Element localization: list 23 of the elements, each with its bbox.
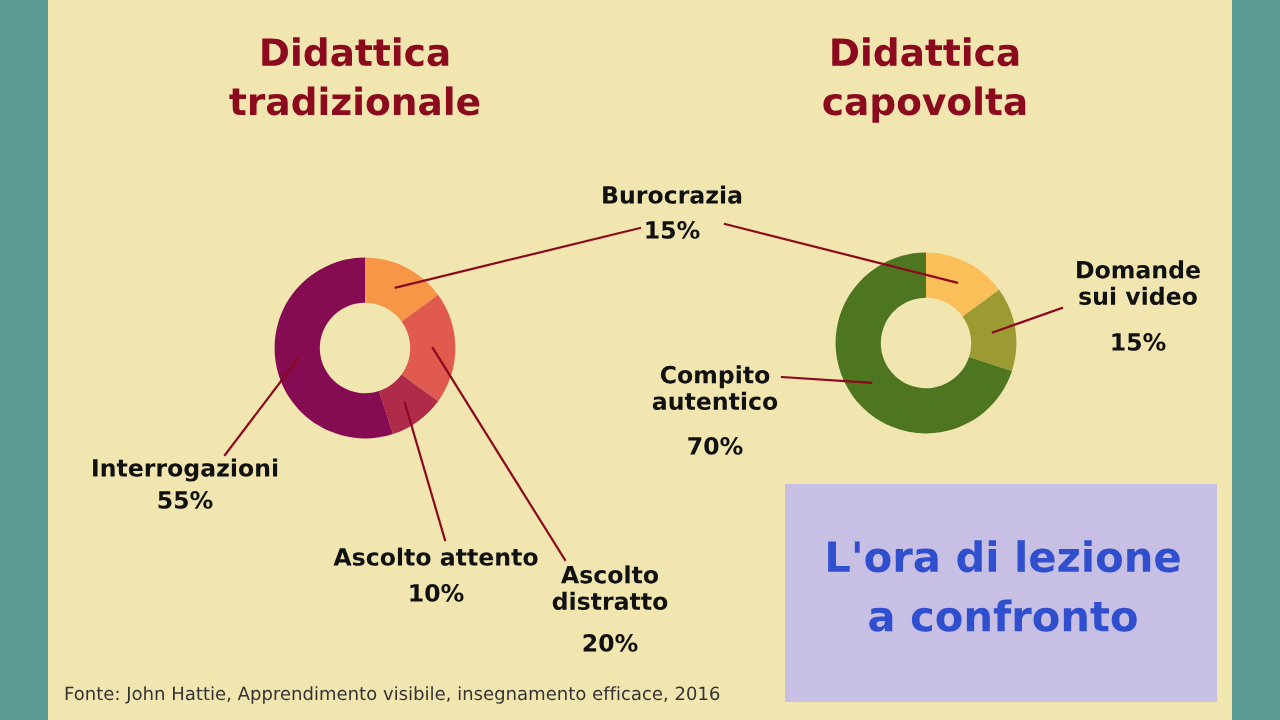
text: L'ora di lezione a confronto xyxy=(828,540,1180,632)
donut-slice xyxy=(365,257,439,322)
chart-title: Didattica tradizionale xyxy=(229,37,480,116)
donut-slice xyxy=(378,374,439,434)
data-label: 15% xyxy=(1112,332,1166,351)
slice-label: Interrogazioni xyxy=(93,458,278,482)
donut-slice xyxy=(835,252,1012,434)
donut-slice xyxy=(274,257,393,439)
slice-label: Domande sui video xyxy=(1077,260,1200,306)
donut-slice xyxy=(926,252,1000,317)
data-label: 20% xyxy=(583,633,638,652)
slice-label: Burocrazia xyxy=(603,185,742,204)
donut-slice xyxy=(401,294,456,402)
data-label: 55% xyxy=(158,490,213,509)
data-label: 70% xyxy=(688,436,743,455)
source-note: Fonte: John Hattie, Apprendimento visibile, insegnamento efficace, 2016 xyxy=(65,686,720,704)
data-label: 15% xyxy=(646,220,700,239)
slice-label: Ascolto distratto xyxy=(552,565,668,611)
data-label: 10% xyxy=(410,583,464,602)
chart-title: Didattica capovolta xyxy=(823,37,1026,123)
slice-label: Compito autentico xyxy=(652,365,778,411)
donut-slice xyxy=(962,289,1017,371)
slice-label: Ascolto attento xyxy=(333,547,538,566)
